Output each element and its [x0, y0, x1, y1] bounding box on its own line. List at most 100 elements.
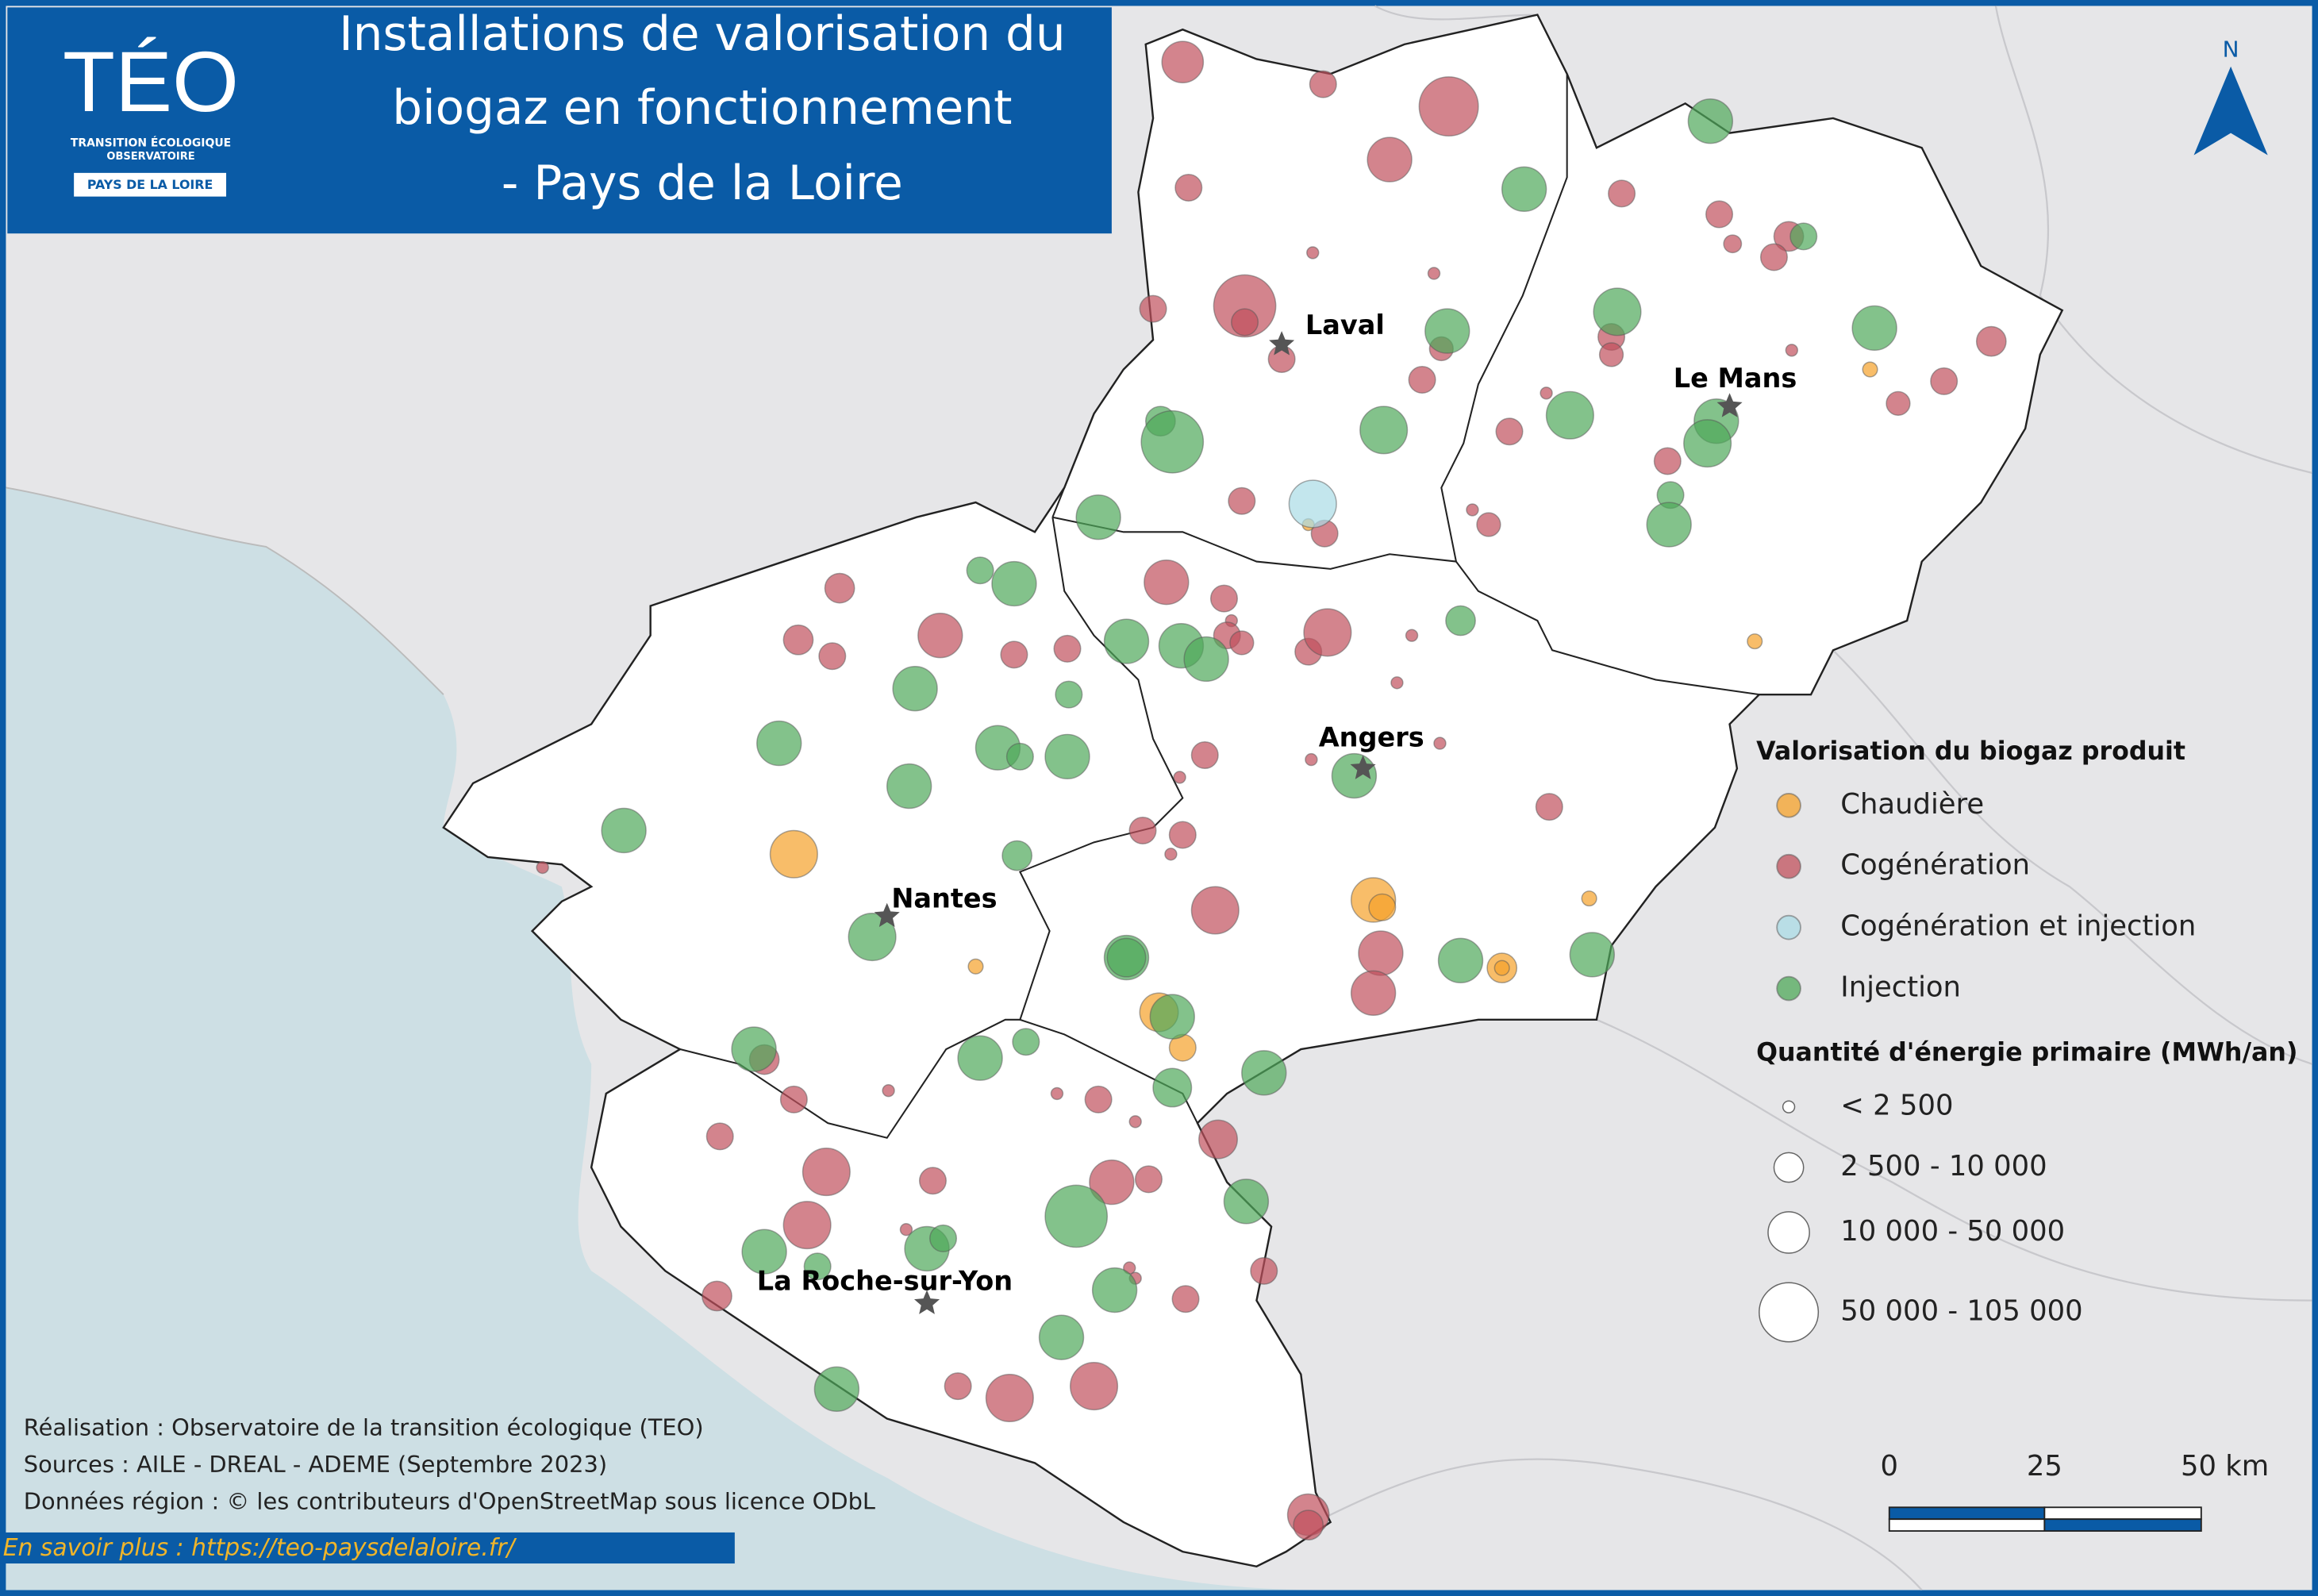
facility-marker — [1433, 736, 1447, 750]
scale-label: 25 — [2027, 1450, 2062, 1483]
legend-size-swatch — [1759, 1282, 1820, 1343]
facility-marker — [1152, 1067, 1193, 1108]
legend-swatch — [1776, 792, 1801, 818]
facility-marker — [929, 1224, 958, 1252]
facility-marker — [1350, 970, 1397, 1016]
facility-marker — [1303, 608, 1352, 657]
facility-marker — [1785, 344, 1799, 357]
city-label: Angers — [1319, 722, 1424, 753]
facility-marker — [1174, 173, 1203, 202]
facility-marker — [1161, 40, 1205, 84]
facility-marker — [601, 807, 647, 854]
cities: Laval Le Mans Angers Nantes La Roche-sur-Yon — [757, 310, 1797, 1314]
legend-size-swatch — [1773, 1152, 1805, 1183]
facility-marker — [756, 720, 802, 767]
facility-marker — [1598, 342, 1624, 367]
facility-marker — [1103, 618, 1150, 664]
legend: Valorisation du biogaz produit Quantité … — [1756, 737, 2297, 1343]
facility-marker — [813, 1366, 860, 1412]
facility-marker — [1069, 1362, 1119, 1411]
legend-size-title: Quantité d'énergie primaire (MWh/an) — [1756, 1039, 2297, 1067]
facility-marker — [1390, 676, 1404, 690]
map-title: - Pays de la Loire — [502, 156, 903, 211]
facility-marker — [957, 1035, 1003, 1081]
facility-marker — [1144, 559, 1190, 606]
facility-marker — [1288, 479, 1337, 529]
facility-marker — [803, 1252, 832, 1281]
scale-bar — [1888, 1506, 2202, 1533]
credit: Sources : AILE - DREAL - ADEME (Septembr… — [24, 1451, 607, 1478]
facility-marker — [801, 1148, 851, 1197]
facility-marker — [1168, 821, 1197, 849]
facility-marker — [1229, 630, 1255, 656]
facility-marker — [1476, 512, 1501, 537]
facility-marker — [1190, 886, 1240, 935]
facility-marker — [1789, 222, 1818, 251]
facility-marker — [1005, 742, 1034, 771]
facility-marker — [1501, 166, 1547, 213]
facility-marker — [967, 958, 984, 975]
facility-marker — [1408, 366, 1436, 394]
facility-marker — [1128, 1115, 1142, 1129]
coast — [6, 486, 444, 695]
facility-marker — [741, 1229, 787, 1275]
legend-size-swatch — [1767, 1211, 1810, 1254]
facility-marker — [1053, 634, 1082, 663]
city-star — [1350, 755, 1376, 779]
facility-marker — [824, 572, 855, 604]
facility-marker — [1223, 1179, 1270, 1225]
legend-size-swatch — [1782, 1100, 1796, 1113]
facility-marker — [1198, 1119, 1238, 1160]
credit: Données région : © les contributeurs d'O… — [24, 1488, 875, 1515]
city-label: La Roche-sur-Yon — [757, 1266, 1013, 1297]
facility-marker — [1000, 640, 1028, 669]
link[interactable]: En savoir plus : https://teo-paysdelaloi… — [3, 1534, 517, 1562]
facility-markers — [536, 40, 2007, 1540]
facility-marker — [1309, 70, 1337, 98]
facility-marker — [1293, 1509, 1324, 1540]
facility-marker — [1228, 486, 1256, 515]
facility-marker — [1044, 733, 1090, 780]
facility-marker — [1359, 406, 1409, 455]
facility-marker — [1149, 994, 1195, 1040]
facility-marker — [985, 1373, 1034, 1423]
facility-marker — [1231, 308, 1259, 337]
facility-marker — [1089, 1159, 1135, 1206]
facility-marker — [1569, 932, 1616, 978]
legend-title: Valorisation du biogaz produit — [1756, 737, 2185, 766]
facility-marker — [1044, 1184, 1109, 1248]
facility-marker — [1687, 98, 1734, 144]
facility-marker — [782, 1201, 832, 1250]
north-label: N — [2223, 36, 2239, 62]
facility-marker — [892, 666, 938, 712]
facility-marker — [1190, 740, 1219, 770]
facility-marker — [1139, 294, 1167, 323]
map-title: Installations de valorisation du — [339, 7, 1066, 62]
logo-line: TRANSITION ÉCOLOGIQUE — [71, 136, 231, 150]
facility-marker — [1427, 267, 1441, 280]
logo-region: PAYS DE LA LOIRE — [87, 177, 213, 192]
facility-marker — [1851, 305, 1897, 352]
facility-marker — [1164, 848, 1178, 861]
legend-size-label: < 2 500 — [1840, 1090, 1953, 1122]
facility-marker — [1183, 636, 1229, 683]
facility-marker — [1759, 243, 1788, 271]
facility-marker — [1134, 1165, 1163, 1194]
facility-marker — [1437, 937, 1484, 983]
facility-marker — [966, 556, 994, 585]
facility-marker — [886, 763, 932, 810]
neighbour-borders — [1315, 5, 2312, 1591]
facility-marker — [1173, 771, 1186, 784]
credit: Réalisation : Observatoire de la transit… — [24, 1414, 704, 1441]
city-label: Laval — [1305, 310, 1385, 340]
facility-marker — [1171, 1285, 1200, 1313]
scale-label: 50 km — [2181, 1450, 2269, 1483]
facility-marker — [1646, 502, 1692, 548]
facility-marker — [1493, 960, 1510, 976]
facility-marker — [1683, 419, 1732, 468]
facility-marker — [1930, 367, 1959, 395]
facility-marker — [702, 1280, 732, 1312]
facility-marker — [1305, 752, 1318, 767]
